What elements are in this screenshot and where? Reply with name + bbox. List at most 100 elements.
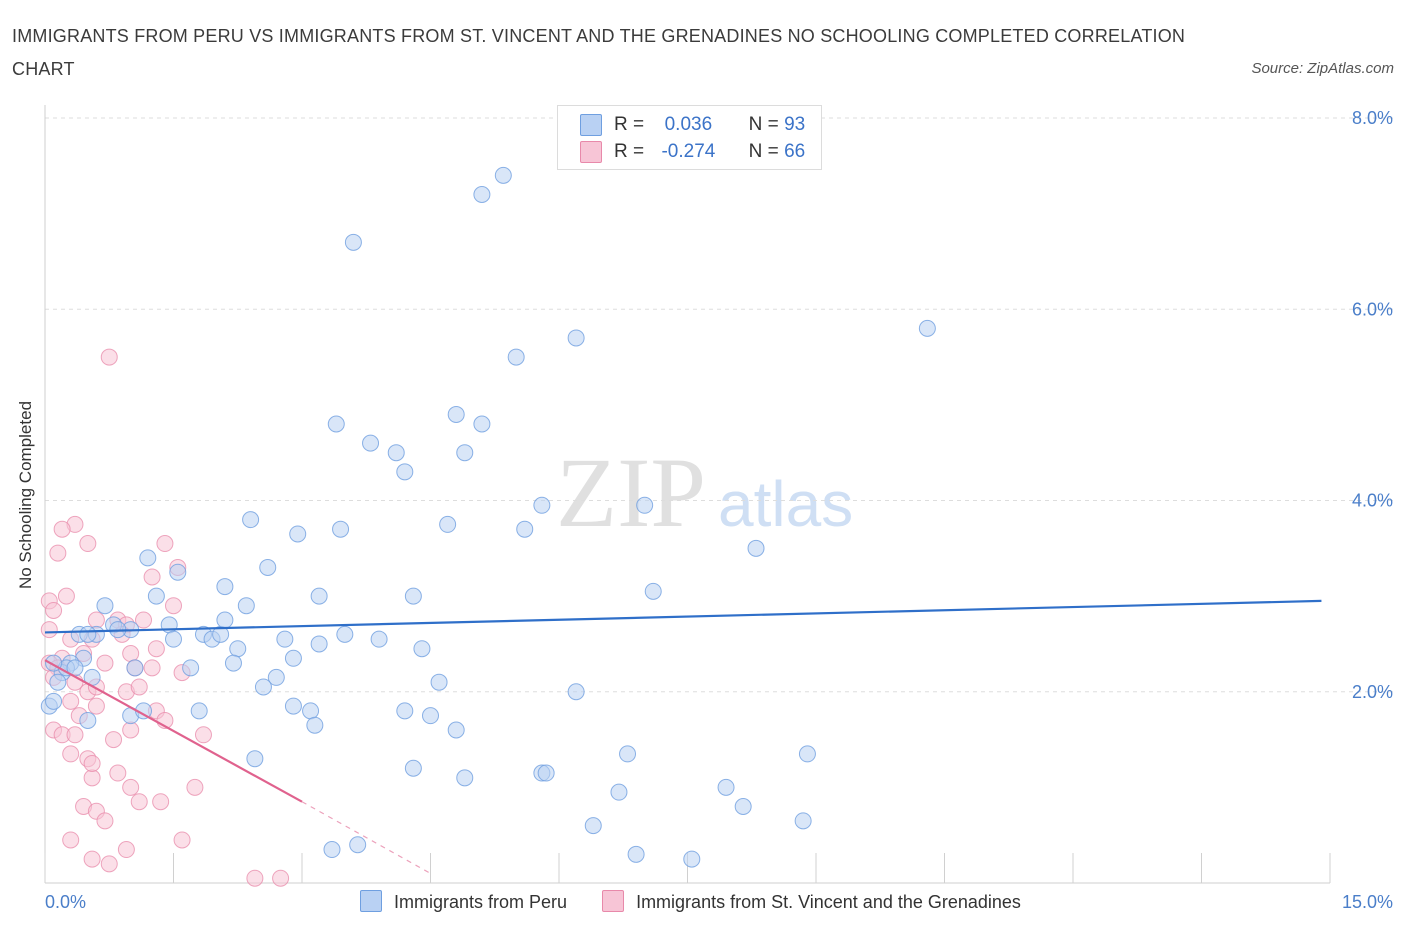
data-point-peru [567,683,585,701]
data-point-peru [126,659,144,677]
legend-swatch-st-vincent [602,890,625,912]
data-point-peru [918,319,936,337]
y-tick-label: 6.0% [1352,299,1393,319]
legend-item-peru: Immigrants from Peru [360,890,567,913]
data-point-peru [610,783,628,801]
data-point-peru [332,520,350,538]
data-point-st-vincent [130,678,148,696]
data-point-st-vincent [79,535,97,553]
data-point-st-vincent [194,726,212,744]
data-point-st-vincent [83,850,101,868]
data-point-peru [139,549,157,567]
data-point-peru [533,496,551,514]
data-point-peru [190,702,208,720]
data-point-peru [276,630,294,648]
data-point-peru [683,850,701,868]
data-point-peru [336,625,354,643]
data-point-st-vincent [57,587,75,605]
trend-line-st-vincent [44,659,303,803]
data-point-peru [422,707,439,725]
x-tick-label: 15.0% [1342,892,1393,912]
data-point-peru [439,515,457,533]
data-point-peru [473,415,491,433]
y-tick-label: 2.0% [1352,682,1393,702]
data-point-peru [636,496,654,514]
data-point-peru [254,678,272,696]
data-point-peru [165,630,182,648]
data-point-peru [216,578,234,596]
data-point-peru [327,415,345,433]
data-point-st-vincent [147,640,165,658]
trend-lines [44,599,1322,874]
data-point-peru [619,745,637,763]
data-point-peru [96,597,114,615]
trend-line-peru [44,599,1322,634]
data-point-peru [794,812,812,830]
data-point-peru [456,444,474,462]
data-point-peru [473,186,491,203]
data-point-peru [302,702,320,720]
data-point-st-vincent [53,520,71,538]
data-point-peru [79,711,97,729]
data-point-peru [798,745,816,763]
data-point-peru [229,640,247,658]
data-point-st-vincent [272,869,290,887]
data-point-peru [404,587,422,605]
x-tick-label: 0.0% [45,892,86,912]
data-point-peru [516,520,534,538]
tick-labels: 2.0% 4.0% 6.0% 8.0% 0.0% 15.0% [45,108,1393,912]
data-point-st-vincent [49,544,67,562]
data-point-st-vincent [122,645,140,662]
data-point-peru [644,582,662,600]
chart-title: IMMIGRANTS FROM PERU VS IMMIGRANTS FROM … [12,26,1186,79]
legend-row-st-vincent: R = -0.274 N = 66 [580,140,805,164]
data-point-st-vincent [109,764,127,782]
data-point-st-vincent [165,597,182,615]
data-point-peru [182,659,200,677]
data-point-st-vincent [246,869,264,887]
data-point-st-vincent [122,721,140,739]
data-point-st-vincent [40,621,58,639]
legend-label-peru: Immigrants from Peru [394,892,568,912]
data-point-st-vincent [62,745,80,763]
data-point-st-vincent [45,601,63,619]
legend-swatch-st-vincent [580,140,602,163]
data-point-peru [627,845,645,863]
data-point-peru [246,750,264,768]
y-tick-label: 4.0% [1352,491,1393,511]
data-point-peru [413,640,431,658]
data-point-peru [147,587,165,605]
data-point-peru [717,778,735,796]
legend-r-label: R = [614,141,645,162]
data-point-st-vincent [100,855,118,873]
data-point-peru [456,769,474,787]
watermark-zip: ZIP [556,437,706,548]
watermark: ZIP atlas [556,437,853,548]
legend-label-st-vincent: Immigrants from St. Vincent and the Gren… [636,892,1021,912]
data-point-peru [216,611,234,629]
data-point-st-vincent [130,793,148,811]
data-point-peru [169,563,187,581]
data-point-peru [310,587,328,605]
legend-n-label: N = [748,141,779,162]
data-point-st-vincent [122,778,140,796]
series-peru-points [40,166,936,868]
source-label: Source: ZipAtlas.com [1251,60,1394,77]
data-point-peru [447,721,465,739]
data-point-peru [306,716,324,734]
data-point-peru [259,558,277,576]
data-point-peru [404,759,422,777]
data-point-peru [344,233,362,251]
data-point-peru [507,348,525,366]
data-point-peru [362,434,380,452]
y-tick-label: 8.0% [1352,108,1393,128]
data-point-peru [49,673,67,691]
data-point-peru [224,654,242,672]
data-point-peru [387,444,405,462]
data-point-st-vincent [87,697,105,715]
data-point-peru [567,329,585,347]
legend-swatch-peru [580,113,602,136]
data-point-peru [323,841,341,859]
data-point-peru [237,597,255,615]
